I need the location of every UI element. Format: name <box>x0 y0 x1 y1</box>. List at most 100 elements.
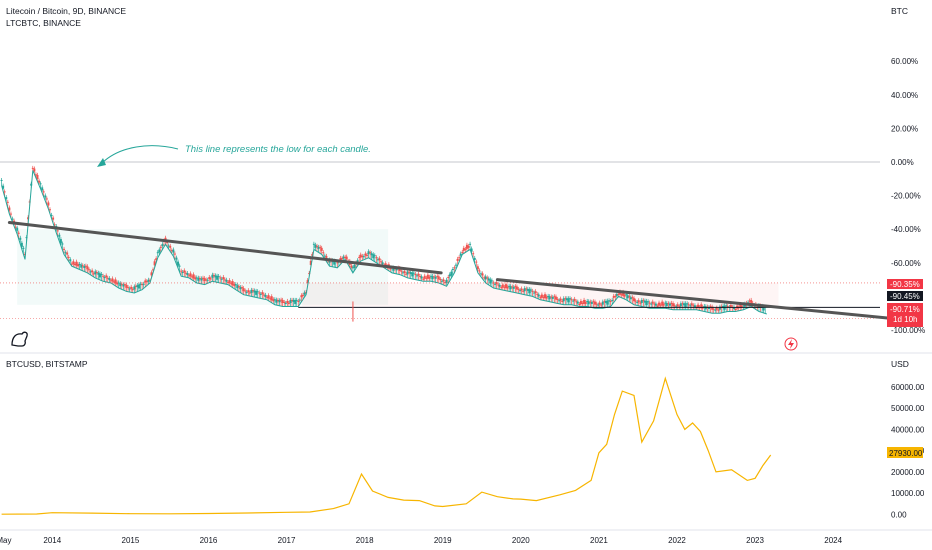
candle <box>506 286 509 289</box>
lightning-icon[interactable] <box>784 337 798 351</box>
candle <box>476 266 479 270</box>
candle <box>623 294 626 297</box>
candle <box>228 280 231 284</box>
candle <box>325 255 328 258</box>
candle <box>3 191 6 193</box>
candle <box>120 283 123 285</box>
candle <box>219 277 222 279</box>
candle <box>109 280 112 282</box>
candle <box>559 298 562 301</box>
candle <box>565 298 568 301</box>
candle <box>604 300 607 303</box>
red-zone <box>302 282 779 307</box>
ltcbtc-candles <box>0 165 767 314</box>
candle <box>150 272 153 276</box>
candle <box>34 174 37 176</box>
candle <box>63 248 66 250</box>
candle <box>9 213 12 215</box>
candle <box>117 282 120 284</box>
candle <box>187 275 190 277</box>
candle <box>0 179 3 181</box>
candle <box>58 234 61 237</box>
x-tick-label: 2019 <box>434 536 452 545</box>
candle <box>615 293 618 296</box>
candle <box>233 284 236 287</box>
candle <box>195 277 198 279</box>
candle <box>258 292 261 294</box>
x-tick-label: May <box>0 536 11 545</box>
candle <box>726 305 729 307</box>
candle <box>662 303 665 306</box>
candle <box>362 256 365 258</box>
candle <box>707 306 710 309</box>
candle <box>467 245 470 248</box>
candle <box>69 259 72 262</box>
candle <box>358 256 361 258</box>
candle <box>415 275 418 277</box>
candle <box>712 308 715 310</box>
candle <box>75 261 78 266</box>
candle <box>86 266 89 270</box>
candle <box>650 303 653 305</box>
candle <box>234 284 237 286</box>
bottom-symbol-line[interactable]: BTCUSD, BITSTAMP <box>6 359 88 369</box>
candle <box>528 289 531 294</box>
candle <box>700 304 703 309</box>
candle <box>634 300 637 302</box>
candle <box>303 292 306 295</box>
candle <box>515 286 518 290</box>
candle <box>606 300 609 305</box>
candle <box>562 298 565 302</box>
candle <box>67 256 70 258</box>
candle <box>350 265 353 268</box>
top-sub-line[interactable]: LTCBTC, BINANCE <box>6 18 81 28</box>
candle <box>173 253 176 255</box>
top-symbol-line[interactable]: Litecoin / Bitcoin, 9D, BINANCE <box>6 6 126 16</box>
candle <box>186 273 189 276</box>
x-tick-label: 2016 <box>200 536 218 545</box>
candle <box>283 301 286 303</box>
candle <box>180 270 183 272</box>
candle <box>102 275 105 277</box>
x-tick-label: 2017 <box>278 536 296 545</box>
candle <box>642 300 645 302</box>
candle <box>472 253 475 255</box>
candle <box>473 257 476 260</box>
candle <box>269 298 272 300</box>
candle <box>403 271 406 274</box>
candle <box>598 302 601 305</box>
candle <box>725 305 728 307</box>
candle <box>42 191 45 193</box>
candle <box>341 258 344 260</box>
candle <box>447 277 450 279</box>
candle <box>478 270 481 272</box>
candle <box>156 252 159 254</box>
candle <box>631 297 634 299</box>
candle <box>231 281 234 286</box>
candle <box>533 292 536 294</box>
candle <box>665 302 668 306</box>
candle <box>626 295 629 299</box>
tradingview-logo-icon[interactable] <box>11 331 28 347</box>
x-tick-label: 2024 <box>824 536 842 545</box>
candle <box>131 289 134 291</box>
candle <box>81 265 84 267</box>
candle <box>709 306 712 308</box>
candle <box>654 303 657 306</box>
candle <box>601 301 604 305</box>
candle <box>525 288 528 290</box>
candle <box>306 280 309 284</box>
candle <box>720 306 723 308</box>
candle <box>53 224 56 226</box>
candle <box>579 300 582 304</box>
candle <box>430 275 433 277</box>
candle <box>184 272 187 274</box>
candle <box>676 304 679 307</box>
candle <box>581 302 584 304</box>
candle <box>286 300 289 303</box>
bottom-y-tick: 50000.00 <box>891 404 925 413</box>
candle <box>217 276 220 278</box>
candle <box>679 303 682 307</box>
candle <box>689 305 692 307</box>
candle <box>373 255 376 257</box>
